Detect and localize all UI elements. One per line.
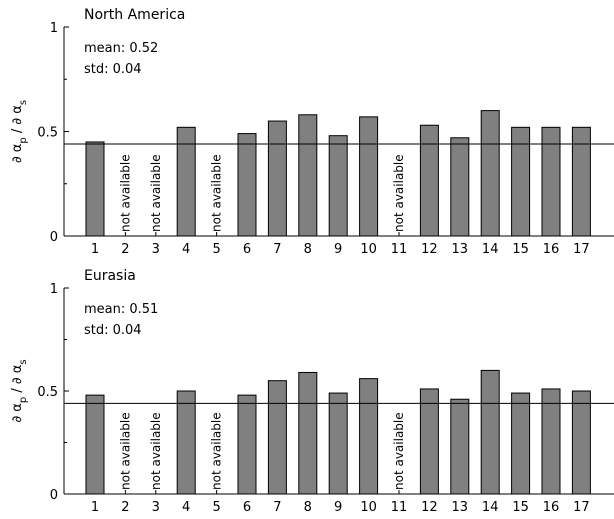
not-available-label: not available [118, 412, 132, 490]
bar-6 [237, 133, 257, 237]
y-label-sub: p [18, 137, 29, 143]
y-label-sub: p [18, 397, 29, 403]
x-tick-label: 16 [543, 242, 560, 257]
bar-12 [419, 124, 439, 237]
bar-8 [298, 114, 318, 237]
x-tick-label: 8 [304, 242, 312, 257]
bar-7 [267, 380, 287, 495]
y-label-part: ∂ α [10, 403, 25, 422]
x-tick-label: 1 [91, 500, 99, 515]
y-tick-label: 0.5 [37, 126, 58, 141]
std-annotation: std: 0.04 [84, 62, 142, 77]
x-tick-label: 8 [304, 500, 312, 515]
y-label-part: / ∂ α [10, 105, 25, 137]
bar-10 [359, 378, 379, 495]
y-tick-label: 0 [50, 488, 58, 503]
x-tick-label: 3 [152, 500, 160, 515]
x-tick-label: 7 [273, 242, 281, 257]
x-tick-label: 14 [482, 500, 499, 515]
bar-12 [419, 388, 439, 495]
std-annotation: std: 0.04 [84, 323, 142, 338]
x-tick-label: 6 [243, 242, 251, 257]
bar-14 [480, 110, 500, 237]
x-tick-label: 6 [243, 500, 251, 515]
not-available-label: not available [210, 412, 224, 490]
y-tick-label: 0.5 [37, 385, 58, 400]
bar-10 [359, 116, 379, 237]
x-tick-label: 12 [421, 500, 438, 515]
bar-9 [328, 135, 348, 237]
bar-6 [237, 394, 257, 495]
x-tick-label: 1 [91, 242, 99, 257]
x-tick-label: 9 [334, 242, 342, 257]
not-available-label: not available [149, 412, 163, 490]
x-tick-label: 12 [421, 242, 438, 257]
x-tick-label: 15 [512, 500, 529, 515]
bar-9 [328, 392, 348, 495]
bar-14 [480, 369, 500, 495]
chart-title: Eurasia [84, 268, 136, 284]
x-tick-label: 10 [360, 500, 377, 515]
y-label-sub: s [18, 100, 29, 105]
x-tick-label: 3 [152, 242, 160, 257]
x-tick-label: 11 [391, 500, 408, 515]
bar-17 [571, 390, 591, 495]
bar-16 [541, 388, 561, 495]
bar-1 [85, 141, 105, 237]
y-tick-label: 1 [50, 282, 58, 297]
x-tick-label: 9 [334, 500, 342, 515]
y-label-part: ∂ α [10, 144, 25, 163]
x-tick-label: 13 [452, 500, 469, 515]
mean-annotation: mean: 0.51 [84, 302, 158, 317]
bar-4 [176, 390, 196, 495]
bar-15 [511, 126, 531, 237]
x-tick-label: 17 [573, 500, 590, 515]
mean-annotation: mean: 0.52 [84, 41, 158, 56]
chart-title: North America [84, 7, 185, 23]
x-tick-label: 15 [512, 242, 529, 257]
bar-13 [450, 398, 470, 495]
bar-8 [298, 371, 318, 495]
x-tick-label: 5 [212, 242, 220, 257]
panel-eurasia: Eurasia 0 0.5 1 ∂ αp / ∂ αs mean: 0.51 std: 0.… [10, 268, 614, 515]
x-tick-label: 13 [452, 242, 469, 257]
bar-16 [541, 126, 561, 237]
bar-15 [511, 392, 531, 495]
bar-13 [450, 137, 470, 237]
x-tick-label: 4 [182, 242, 190, 257]
panel-north-america: North America 0 0.5 1 ∂ αp / ∂ αs mean: 0.52 s… [10, 7, 614, 257]
not-available-label: not available [149, 154, 163, 232]
bar-7 [267, 120, 287, 237]
x-tick-label: 17 [573, 242, 590, 257]
y-axis-label: ∂ αp / ∂ αs [10, 100, 29, 163]
x-tick-label: 10 [360, 242, 377, 257]
y-tick-label: 0 [50, 230, 58, 245]
not-available-label: not available [210, 154, 224, 232]
x-tick-label: 5 [212, 500, 220, 515]
bar-1 [85, 394, 105, 495]
x-tick-label: 2 [121, 500, 129, 515]
x-tick-label: 14 [482, 242, 499, 257]
not-available-label: not available [392, 412, 406, 490]
bar-4 [176, 126, 196, 237]
y-label-sub: s [18, 359, 29, 364]
not-available-label: not available [118, 154, 132, 232]
y-tick-label: 1 [50, 21, 58, 36]
x-tick-label: 7 [273, 500, 281, 515]
not-available-label: not available [392, 154, 406, 232]
x-tick-label: 2 [121, 242, 129, 257]
y-axis-label: ∂ αp / ∂ αs [10, 359, 29, 422]
y-label-part: / ∂ α [10, 365, 25, 397]
x-tick-label: 16 [543, 500, 560, 515]
x-tick-label: 4 [182, 500, 190, 515]
x-tick-label: 11 [391, 242, 408, 257]
bar-17 [571, 126, 591, 237]
